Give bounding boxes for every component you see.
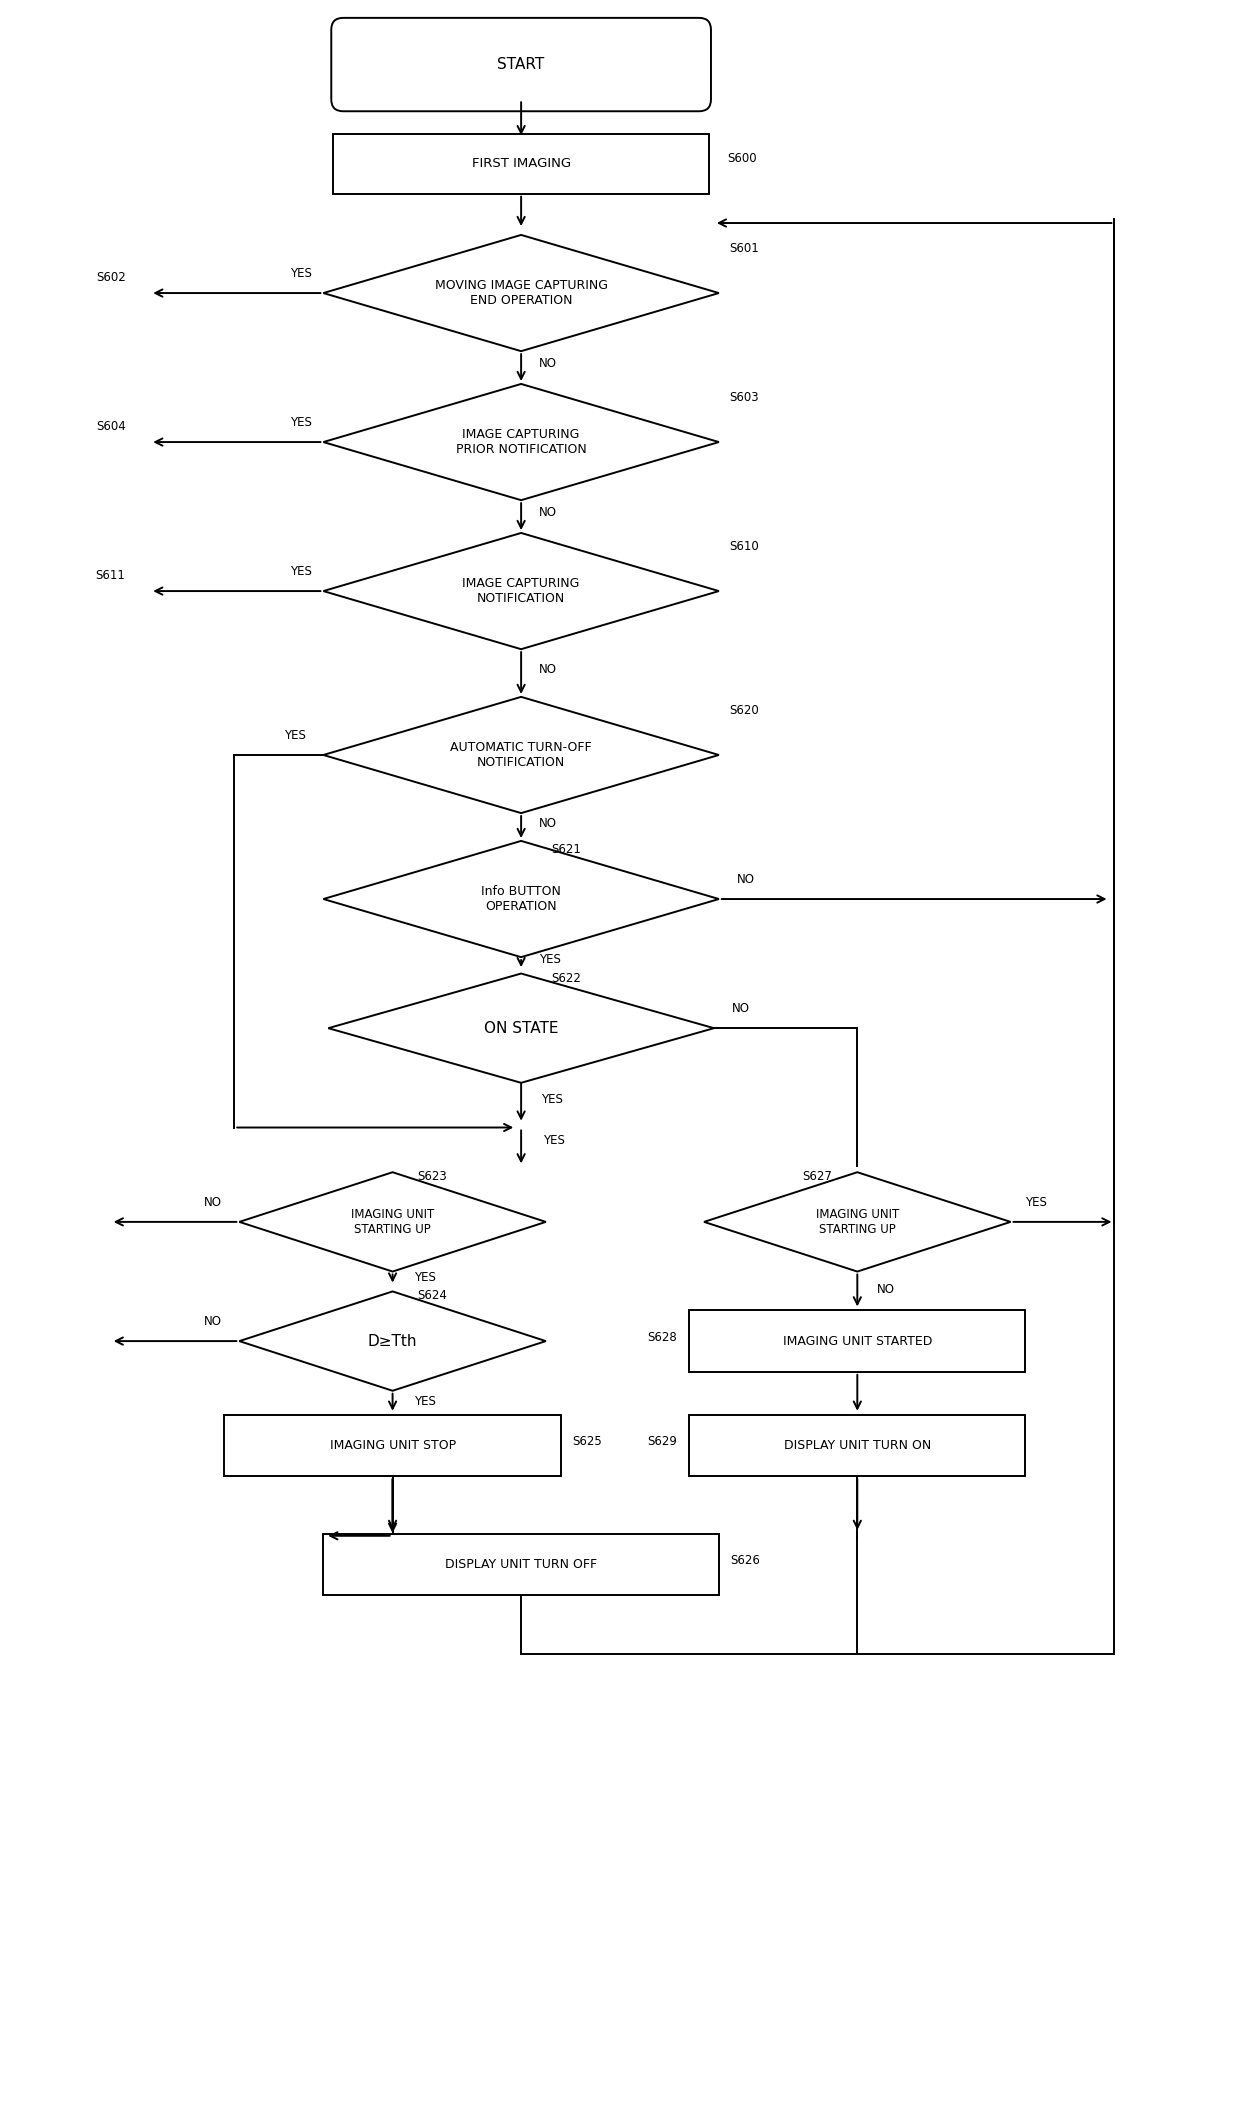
Text: NO: NO xyxy=(732,1001,750,1014)
FancyBboxPatch shape xyxy=(331,17,711,112)
Text: AUTOMATIC TURN-OFF
NOTIFICATION: AUTOMATIC TURN-OFF NOTIFICATION xyxy=(450,742,591,769)
Text: FIRST IMAGING: FIRST IMAGING xyxy=(471,158,570,171)
Text: IMAGING UNIT STOP: IMAGING UNIT STOP xyxy=(330,1440,455,1452)
Text: NO: NO xyxy=(737,873,755,885)
Text: NO: NO xyxy=(203,1315,222,1328)
Text: S626: S626 xyxy=(730,1554,760,1566)
Text: YES: YES xyxy=(539,953,560,965)
Bar xyxy=(334,135,709,194)
Text: S611: S611 xyxy=(95,569,125,582)
Text: D≥Tth: D≥Tth xyxy=(368,1334,418,1349)
Text: NO: NO xyxy=(539,816,557,831)
Text: IMAGING UNIT
STARTING UP: IMAGING UNIT STARTING UP xyxy=(816,1208,899,1235)
Text: S620: S620 xyxy=(729,704,759,717)
Text: IMAGING UNIT STARTED: IMAGING UNIT STARTED xyxy=(782,1334,932,1347)
Polygon shape xyxy=(324,841,719,957)
Text: DISPLAY UNIT TURN ON: DISPLAY UNIT TURN ON xyxy=(784,1440,931,1452)
Polygon shape xyxy=(324,533,719,649)
Text: YES: YES xyxy=(414,1395,436,1408)
Polygon shape xyxy=(324,698,719,814)
Text: S621: S621 xyxy=(551,843,580,856)
Polygon shape xyxy=(324,234,719,352)
Text: YES: YES xyxy=(290,565,311,578)
Bar xyxy=(689,1414,1025,1476)
Text: YES: YES xyxy=(541,1094,563,1107)
Polygon shape xyxy=(239,1172,546,1271)
Bar xyxy=(324,1535,719,1596)
Text: DISPLAY UNIT TURN OFF: DISPLAY UNIT TURN OFF xyxy=(445,1558,598,1570)
Text: YES: YES xyxy=(543,1134,564,1147)
Text: S600: S600 xyxy=(727,152,756,164)
Text: S629: S629 xyxy=(647,1436,677,1448)
Text: S624: S624 xyxy=(418,1288,448,1303)
Text: NO: NO xyxy=(203,1195,222,1208)
Bar xyxy=(224,1414,560,1476)
Text: YES: YES xyxy=(290,268,311,280)
Polygon shape xyxy=(324,384,719,500)
Text: YES: YES xyxy=(284,729,305,742)
Text: S627: S627 xyxy=(802,1170,832,1183)
Text: S610: S610 xyxy=(729,540,759,552)
Text: YES: YES xyxy=(1025,1195,1048,1208)
Bar xyxy=(689,1311,1025,1372)
Text: NO: NO xyxy=(539,356,557,371)
Text: IMAGING UNIT
STARTING UP: IMAGING UNIT STARTING UP xyxy=(351,1208,434,1235)
Text: NO: NO xyxy=(877,1284,895,1296)
Text: NO: NO xyxy=(539,662,557,675)
Polygon shape xyxy=(329,974,714,1084)
Text: ON STATE: ON STATE xyxy=(484,1020,558,1035)
Text: MOVING IMAGE CAPTURING
END OPERATION: MOVING IMAGE CAPTURING END OPERATION xyxy=(435,278,608,308)
Text: S628: S628 xyxy=(647,1330,677,1343)
Text: S623: S623 xyxy=(418,1170,448,1183)
Text: START: START xyxy=(497,57,544,72)
Text: S603: S603 xyxy=(729,390,759,405)
Text: S601: S601 xyxy=(729,242,759,255)
Text: S622: S622 xyxy=(551,972,580,984)
Text: YES: YES xyxy=(414,1271,436,1284)
Text: S602: S602 xyxy=(95,270,125,285)
Text: S625: S625 xyxy=(573,1436,603,1448)
Text: S604: S604 xyxy=(95,419,125,432)
Text: YES: YES xyxy=(290,415,311,428)
Text: IMAGE CAPTURING
NOTIFICATION: IMAGE CAPTURING NOTIFICATION xyxy=(463,578,580,605)
Text: Info BUTTON
OPERATION: Info BUTTON OPERATION xyxy=(481,885,560,913)
Text: NO: NO xyxy=(539,506,557,519)
Text: IMAGE CAPTURING
PRIOR NOTIFICATION: IMAGE CAPTURING PRIOR NOTIFICATION xyxy=(456,428,587,455)
Polygon shape xyxy=(239,1292,546,1391)
Polygon shape xyxy=(704,1172,1011,1271)
